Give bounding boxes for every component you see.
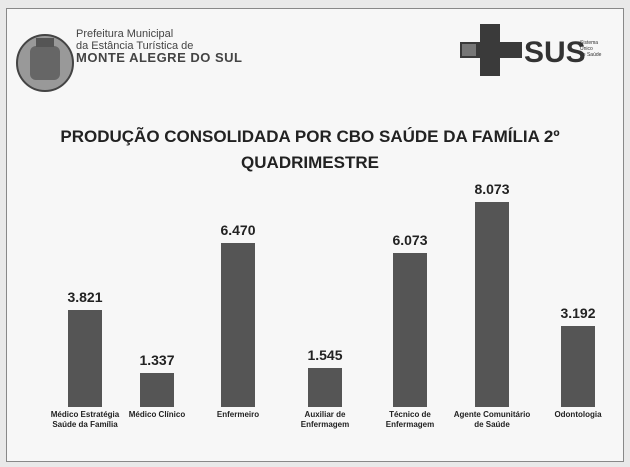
sus-cross	[460, 24, 522, 76]
bar	[308, 367, 342, 407]
sus-caption: Sistema Único de Saúde	[580, 40, 601, 58]
x-tick-label: Auxiliar de Enfermagem	[300, 410, 350, 429]
bar	[561, 325, 595, 407]
x-tick-label: Agente Comunitário de Saúde	[453, 410, 531, 429]
x-tick-label: Técnico de Enfermagem	[385, 410, 435, 429]
municipality-line: da Estância Turística de	[76, 40, 194, 52]
sus-line: Sistema	[580, 40, 599, 46]
data-label: 6.470	[220, 221, 256, 238]
data-label: 6.073	[392, 231, 428, 248]
chart-title: PRODUÇÃO CONSOLIDADA POR CBO SAÚDE DA FA…	[60, 127, 560, 172]
municipality-line: Prefeitura Municipal	[76, 28, 174, 40]
crest	[16, 34, 74, 92]
data-label: 1.545	[307, 346, 343, 363]
bar	[140, 373, 174, 407]
sus-line: Único	[580, 46, 593, 52]
x-tick-label: Odontologia	[554, 410, 602, 419]
data-label: 3.821	[67, 288, 103, 305]
x-tick-label: Enfermeiro	[216, 410, 260, 419]
bar	[393, 252, 427, 407]
x-tick-label: Médico Estratégia Saúde da Família	[50, 410, 120, 429]
x-tick-label: Médico Clínico	[128, 410, 186, 419]
municipality-line: MONTE ALEGRE DO SUL	[76, 50, 243, 65]
municipality: Prefeitura Municipal da Estância Turísti…	[76, 28, 242, 64]
data-label: 1.337	[139, 352, 175, 369]
data-label: 8.073	[474, 181, 510, 197]
sus-logo: SUS	[524, 36, 586, 69]
bar	[475, 202, 509, 407]
bar	[221, 242, 255, 407]
data-label: 3.192	[560, 304, 596, 321]
bar	[68, 309, 102, 407]
sus-line: de Saúde	[580, 52, 602, 58]
